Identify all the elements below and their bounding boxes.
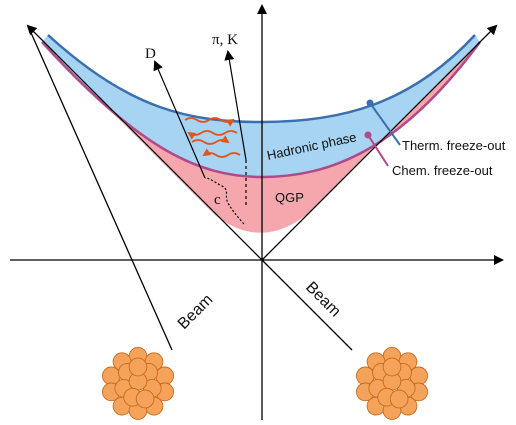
- nucleus: [102, 347, 173, 419]
- cone-left: [28, 26, 172, 350]
- chem-dot: [365, 132, 372, 139]
- d-label: D: [145, 46, 156, 62]
- qgp-label: QGP: [275, 190, 304, 205]
- therm-dot: [367, 100, 374, 107]
- pik-label: π, K: [212, 32, 238, 48]
- diagram: D π, K c Hadronic phase QGP Therm. freez…: [0, 0, 516, 425]
- c-label: c: [214, 192, 221, 208]
- chem-label: Chem. freeze-out: [392, 163, 493, 178]
- therm-label: Therm. freeze-out: [402, 138, 506, 153]
- nucleus: [356, 347, 427, 419]
- beam-label: Beam: [302, 279, 344, 321]
- beam-label: Beam: [175, 291, 217, 333]
